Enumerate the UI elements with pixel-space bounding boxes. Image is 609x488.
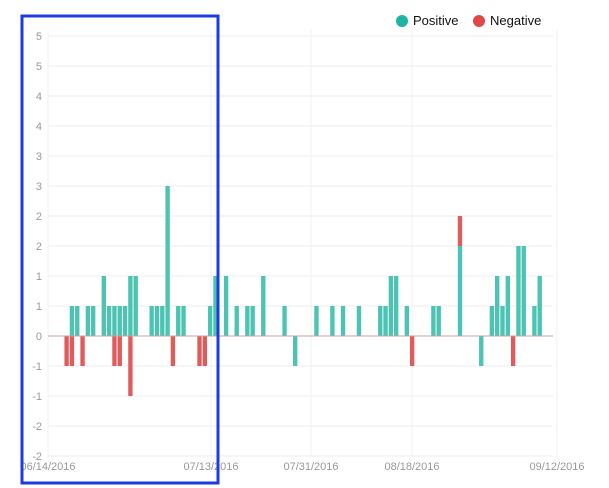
bar-positive [340,306,346,336]
bar-negative [117,336,122,366]
x-tick-label: 07/31/2016 [283,461,338,473]
legend-negative-marker [473,15,485,27]
bar-positive [117,306,122,336]
y-tick-label: 0 [36,331,42,343]
legend-positive-marker [396,15,408,27]
bar-positive [495,276,500,336]
bar-negative [69,336,75,366]
bar-positive [149,306,154,336]
bar-positive [133,276,138,336]
bar-positive [378,306,383,336]
bar-positive [314,306,319,336]
bar-positive [388,276,394,336]
bar-positive [282,306,287,336]
y-axis-ticks: 5 5 4 4 3 3 2 2 1 1 0 -1 -1 -2 -2 [32,31,42,463]
bar-negative [128,336,133,396]
legend: Positive Negative [396,13,541,28]
bar-positive [112,306,117,336]
bar-positive [160,306,165,336]
bar-positive [69,306,75,336]
y-tick-label: 2 [36,241,42,253]
bar-positive [505,276,510,336]
bar-positive [75,306,80,336]
legend-positive-label: Positive [413,13,459,28]
bar-negative [170,336,176,366]
bar-positive [245,306,250,336]
bar-negative [80,336,85,366]
x-tick-label: 08/18/2016 [384,461,439,473]
bar-positive [457,246,463,336]
bar-negative [510,336,516,366]
y-tick-label: 3 [36,181,42,193]
y-tick-label: -2 [32,421,42,433]
bar-positive [261,276,266,336]
x-tick-label: 06/14/2016 [20,461,75,473]
bar-positive [516,246,521,336]
gridlines [47,30,558,458]
bar-positive [521,246,526,336]
bar-negative [409,336,415,366]
y-tick-label: 5 [36,31,42,43]
y-tick-label: -1 [32,361,42,373]
bar-negative [64,336,69,366]
highlight-box [20,14,220,485]
y-tick-label: -1 [32,391,42,403]
y-tick-label: -2 [32,451,42,463]
bar-positive [85,306,91,336]
bar-positive [122,306,128,336]
y-tick-label: 4 [36,121,42,133]
bar-negative [112,336,117,366]
y-tick-label: 1 [36,301,42,313]
bar-positive [394,276,399,336]
bar-positive [101,276,106,336]
bar-positive [213,276,218,336]
bar-positive [250,306,255,336]
x-tick-label: 09/12/2016 [529,461,584,473]
bar-positive [404,306,409,336]
bars [64,186,542,396]
bar-positive [223,276,229,336]
bar-positive [106,306,112,336]
y-tick-label: 4 [36,91,42,103]
bar-positive [234,306,239,336]
bar-positive [330,306,335,336]
bar-positive [532,306,537,336]
bar-positive [489,306,495,336]
bar-positive [479,336,484,366]
bar-negative [197,336,202,366]
y-tick-label: 2 [36,211,42,223]
bar-positive [176,306,181,336]
y-tick-label: 3 [36,151,42,163]
bar-negative [202,336,207,366]
bar-positive [383,306,388,336]
bar-positive [500,306,505,336]
bar-negative [457,216,463,246]
x-axis-ticks: 06/14/2016 07/13/2016 07/31/2016 08/18/2016… [20,461,584,473]
bar-positive [293,336,298,366]
bar-positive [356,306,362,336]
bar-positive [128,276,133,336]
bar-positive [91,306,96,336]
y-tick-label: 5 [36,61,42,73]
bar-positive [207,306,213,336]
y-tick-label: 1 [36,271,42,283]
bar-positive [165,186,170,336]
bar-positive [537,276,542,336]
bar-positive [154,306,160,336]
x-tick-label: 07/13/2016 [183,461,238,473]
bar-positive [436,306,441,336]
bar-positive [181,306,186,336]
bar-positive [431,306,436,336]
legend-negative-label: Negative [490,13,541,28]
